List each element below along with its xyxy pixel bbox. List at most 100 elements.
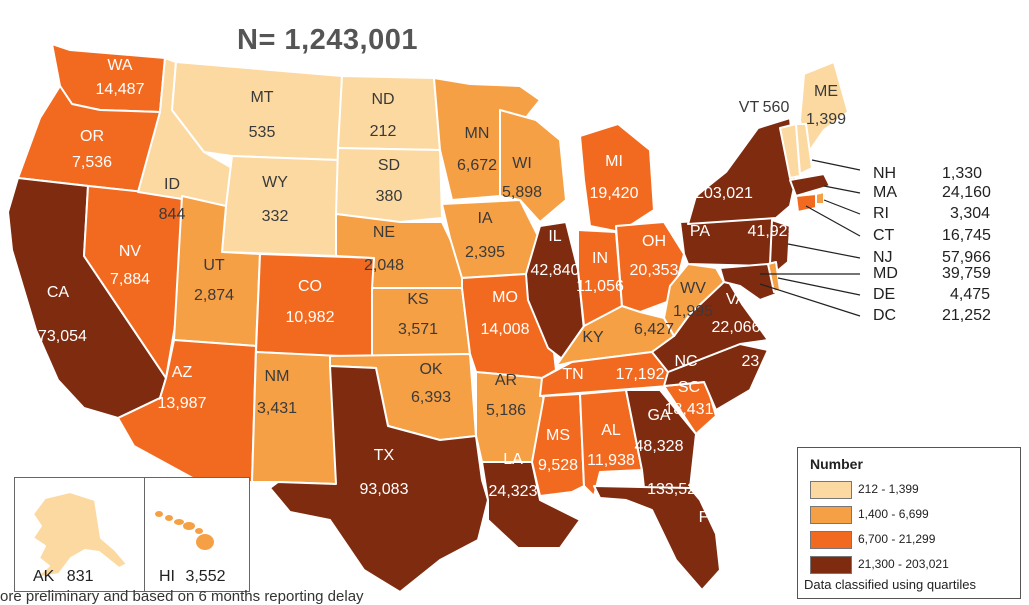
state-co: [255, 253, 377, 359]
ext-code-dc: DC: [873, 307, 896, 324]
legend-label-q2: 1,400 - 6,699: [858, 507, 929, 521]
state-nj: [769, 219, 791, 273]
state-value-nm: 3,431: [257, 400, 297, 417]
ext-code-ri: RI: [873, 205, 889, 222]
state-value-oh: 20,353: [630, 262, 679, 279]
state-value-sd: 380: [376, 188, 403, 205]
state-value-tn: 17,192: [616, 366, 665, 383]
state-code-in: IN: [592, 250, 608, 267]
leader-line-nj: [787, 243, 861, 259]
state-code-tn: TN: [562, 366, 583, 383]
state-value-in: 11,056: [576, 278, 624, 295]
legend-swatch-q3: [810, 531, 852, 549]
ext-code-nh: NH: [873, 165, 896, 182]
ext-code-md: MD: [873, 265, 898, 282]
state-value-ar: 5,186: [486, 402, 526, 419]
alaska-shape: [32, 491, 128, 579]
legend-swatch-q1: [810, 481, 852, 499]
states-layer: [7, 43, 849, 593]
alaska-value: 831: [66, 568, 94, 585]
state-code-il: IL: [548, 228, 561, 245]
state-value-ms: 9,528: [538, 457, 578, 474]
state-me: [799, 61, 849, 157]
state-vt: [779, 123, 801, 179]
ext-code-nj: NJ: [873, 249, 893, 266]
state-value-tx: 93,083: [360, 481, 409, 498]
state-code-ar: AR: [495, 372, 517, 389]
state-mi: [579, 123, 655, 233]
state-code-vt: VT: [739, 99, 760, 116]
state-value-id: 844: [159, 206, 186, 223]
ext-value-ri: 3,304: [950, 205, 990, 222]
state-wi: [499, 109, 567, 223]
state-code-wy: WY: [262, 174, 288, 191]
state-code-co: CO: [298, 278, 322, 295]
state-value-ut: 2,874: [194, 287, 234, 304]
state-code-oh: OH: [642, 233, 666, 250]
hawaii-shape: [155, 511, 214, 550]
hawaii-value: 3,552: [185, 568, 226, 585]
state-ct: [795, 193, 817, 213]
state-code-la: LA: [503, 451, 523, 468]
legend-swatch-q4: [810, 556, 852, 574]
state-value-la: 24,323: [489, 483, 538, 500]
state-value-ne: 2,048: [364, 257, 404, 274]
state-value-co: 10,982: [286, 309, 335, 326]
state-code-mo: MO: [492, 289, 518, 306]
state-value-fl: 133,522: [647, 481, 705, 498]
state-code-wa: WA: [107, 57, 133, 74]
state-value-pa: 41,925: [748, 223, 797, 240]
state-code-ca: CA: [47, 284, 70, 301]
legend-label-q1: 212 - 1,399: [858, 482, 919, 496]
state-nh: [795, 123, 813, 175]
state-value-wi: 5,898: [502, 184, 542, 201]
state-value-ga: 48,328: [635, 438, 684, 455]
ext-value-de: 4,475: [950, 286, 990, 303]
ext-value-dc: 21,252: [942, 307, 991, 324]
alaska-code: AK: [33, 568, 55, 585]
state-fl: [593, 485, 721, 591]
ext-value-nh: 1,330: [942, 165, 982, 182]
state-code-ks: KS: [407, 291, 428, 308]
state-code-or: OR: [80, 128, 104, 145]
state-wy: [221, 155, 339, 257]
state-value-nv: 7,884: [110, 271, 150, 288]
state-code-nd: ND: [371, 91, 394, 108]
state-value-ok: 6,393: [411, 389, 451, 406]
state-value-ia: 2,395: [465, 244, 505, 261]
state-value-al: 11,938: [587, 452, 635, 469]
state-value-sc: 18,431: [665, 401, 714, 418]
state-code-ut: UT: [203, 257, 225, 274]
state-value-va: 22,066: [712, 319, 761, 336]
state-code-ia: IA: [477, 210, 492, 227]
state-value-nc: 23,961: [742, 353, 791, 370]
hawaii-inset: HI 3,552: [144, 477, 250, 592]
state-code-az: AZ: [172, 364, 193, 381]
state-code-pa: PA: [690, 223, 710, 240]
hawaii-code: HI: [159, 568, 175, 585]
state-code-me: ME: [814, 83, 838, 100]
state-code-ms: MS: [546, 427, 570, 444]
state-code-fl: FL: [699, 509, 718, 526]
state-value-ny: 203,021: [695, 185, 753, 202]
external-labels-layer: NH 1,330 MA 24,160 RI 3,304 CT 16,745 NJ 57,966 MD…: [759, 159, 991, 324]
ext-code-de: DE: [873, 286, 895, 303]
state-value-wy: 332: [262, 208, 289, 225]
ext-value-ma: 24,160: [942, 184, 991, 201]
state-code-ky: KY: [582, 329, 604, 346]
legend-title: Number: [810, 456, 863, 472]
legend-swatch-q2: [810, 506, 852, 524]
state-value-ks: 3,571: [398, 321, 438, 338]
state-value-il: 42,840: [531, 262, 580, 279]
state-code-ne: NE: [373, 224, 395, 241]
state-tx: [269, 365, 489, 593]
state-code-sc: SC: [678, 379, 700, 396]
state-value-mn: 6,672: [457, 157, 497, 174]
state-value-me: 1,399: [806, 111, 846, 128]
state-code-ga: GA: [647, 407, 670, 424]
state-code-va: VA: [726, 291, 746, 308]
ext-code-ma: MA: [873, 184, 897, 201]
state-code-ok: OK: [419, 361, 442, 378]
